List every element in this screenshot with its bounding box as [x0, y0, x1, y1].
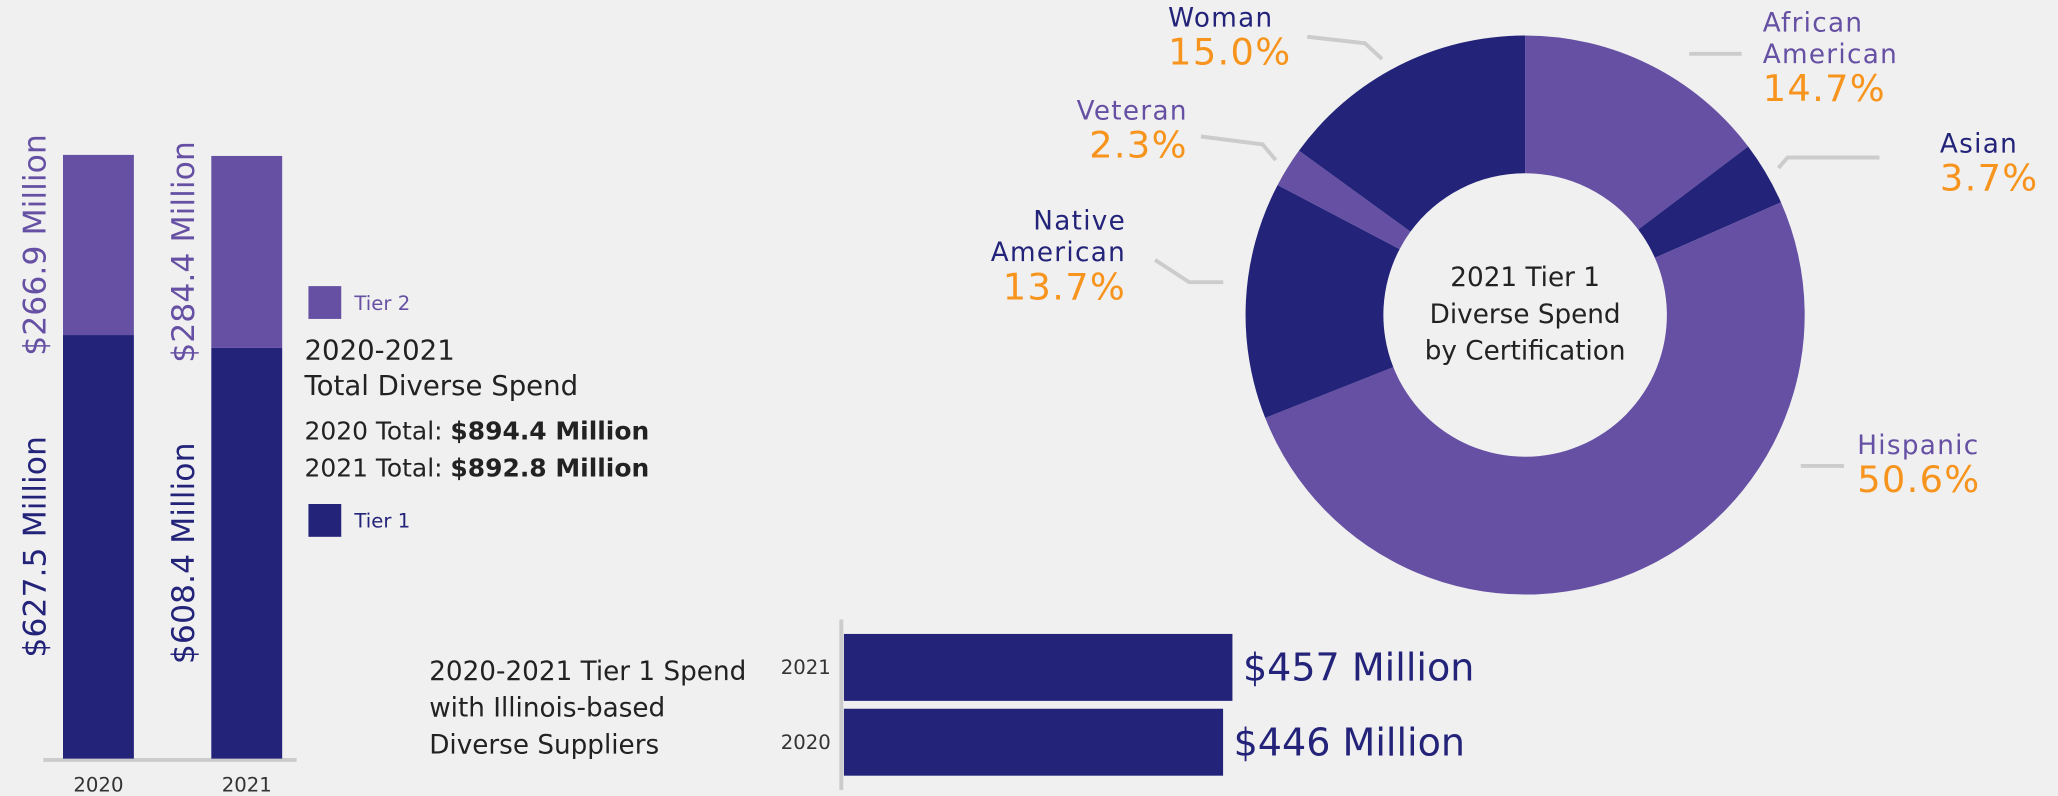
chart-title: 2020-2021 Tier 1 Spend with Illinois-bas… — [429, 654, 747, 760]
legend-swatch — [308, 286, 342, 319]
percent-label: 2.3% — [1089, 123, 1188, 167]
total-label: 2021 Total: — [304, 454, 443, 483]
percent-label: 15.0% — [1168, 30, 1292, 74]
leader-line — [1776, 155, 1880, 170]
percent-label: 14.7% — [1762, 66, 1887, 111]
total-value: $894.4 Million — [450, 417, 650, 447]
total-label: 2020 Total: — [304, 417, 443, 447]
bar — [843, 633, 1233, 701]
value-label: $627.5 Million — [18, 436, 54, 658]
value-label: $457 Million — [1243, 646, 1474, 690]
bar-segment — [211, 155, 283, 348]
value-label: $284.4 Million — [166, 141, 202, 363]
legend-label: Tier 1 — [353, 510, 410, 533]
total-row: 2020 Total: $894.4 Million — [305, 417, 650, 446]
donut-slice — [1298, 35, 1526, 232]
leader-line — [1307, 34, 1384, 61]
category-name: Asian — [1939, 127, 2019, 159]
category-name: Hispanic — [1857, 429, 1980, 461]
percent-label: 13.7% — [1002, 265, 1127, 309]
donut-slice — [1277, 150, 1411, 250]
slice-label: Hispanic 50.6% — [1857, 429, 1980, 500]
leader-line — [1200, 134, 1278, 162]
value-label: $266.9 Million — [18, 134, 54, 356]
donut-slice — [1525, 35, 1749, 230]
total-value: $892.8 Million — [450, 454, 650, 483]
slice-label: Veteran 2.3% — [1077, 95, 1188, 166]
category-name: Veteran — [1076, 94, 1188, 127]
donut-title: 2021 Tier 1 Diverse Spend by Certificati… — [1424, 261, 1626, 367]
slice-label: Asian 3.7% — [1940, 127, 2039, 198]
leader-line — [1153, 258, 1224, 285]
bar-segment — [63, 335, 134, 759]
bar-segment — [63, 154, 134, 336]
slice-label: Native American 13.7% — [991, 205, 1126, 307]
value-label: $446 Million — [1234, 720, 1465, 764]
percent-label: 3.7% — [1939, 156, 2039, 200]
value-label: $608.4 Million — [166, 442, 202, 664]
bar — [843, 708, 1224, 776]
bar-segment — [211, 347, 283, 759]
x-tick-label: 2021 — [222, 773, 272, 795]
slice-label: Woman 15.0% — [1168, 1, 1291, 72]
percent-label: 50.6% — [1857, 458, 1981, 502]
donut-slice — [1638, 146, 1781, 258]
x-tick-label: 2020 — [73, 773, 123, 795]
y-tick-label: 2021 — [781, 656, 831, 679]
category-name: Native American — [990, 204, 1127, 268]
chart-title: 2020-2021 Total Diverse Spend — [304, 334, 579, 402]
category-name: African American — [1762, 6, 1899, 70]
legend-swatch — [308, 504, 342, 537]
donut-slice — [1245, 184, 1400, 418]
total-row: 2021 Total: $892.8 Million — [305, 454, 650, 483]
legend-label: Tier 2 — [353, 292, 410, 315]
slice-label: African American 14.7% — [1763, 7, 1898, 109]
category-name: Woman — [1168, 1, 1274, 33]
donut-slice — [1265, 202, 1805, 595]
y-tick-label: 2020 — [781, 731, 831, 754]
